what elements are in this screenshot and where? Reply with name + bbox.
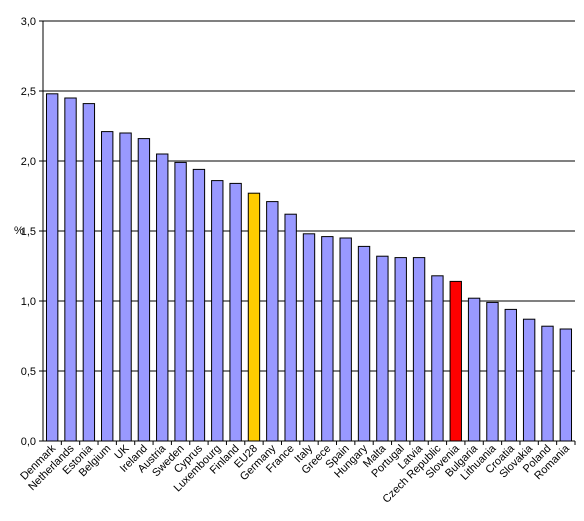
bar-latvia: [412, 257, 426, 442]
bar-hungary: [357, 245, 371, 442]
bar-greece: [321, 236, 334, 442]
bar-spain: [339, 237, 352, 442]
bar-uk: [119, 132, 132, 442]
bar-denmark: [45, 93, 59, 442]
y-tick-label: 2,0: [21, 156, 36, 168]
bar-netherlands: [64, 97, 77, 442]
bar-eu28: [247, 192, 261, 442]
axes: [39, 20, 576, 445]
bar-lithuania: [486, 301, 499, 442]
bar-bulgaria: [467, 297, 481, 442]
bar-romania: [559, 328, 573, 442]
bar-czech-republic: [431, 275, 444, 442]
y-tick-label: 0,5: [21, 366, 36, 378]
bar-croatia: [504, 308, 517, 442]
bar-luxembourg: [211, 180, 224, 442]
bar-italy: [302, 233, 316, 442]
bar-malta: [376, 255, 389, 442]
y-tick-label: 1,0: [21, 296, 36, 308]
bar-slovenia: [449, 280, 462, 442]
bar-estonia: [82, 103, 96, 442]
bar-finland: [229, 182, 242, 442]
y-tick-labels: 0,0 0,5 1,0 1,5 2,0 2,5 3,0: [21, 16, 36, 448]
y-tick-label: 0,0: [21, 436, 36, 448]
bar-ireland: [137, 138, 151, 442]
bar-poland: [541, 325, 554, 442]
bar-cyprus: [192, 168, 206, 442]
bar-france: [284, 213, 297, 442]
y-tick-label: 3,0: [21, 16, 36, 28]
bars: [45, 93, 573, 442]
y-axis-label: %: [14, 225, 24, 237]
bar-austria: [156, 153, 169, 442]
bar-belgium: [101, 131, 114, 442]
bar-sweden: [174, 161, 187, 442]
bar-germany: [266, 201, 279, 442]
y-tick-label: 2,5: [21, 86, 36, 98]
bar-slovakia: [522, 318, 536, 442]
y-tick-label: 1,5: [21, 226, 36, 238]
bar-portugal: [394, 257, 407, 442]
